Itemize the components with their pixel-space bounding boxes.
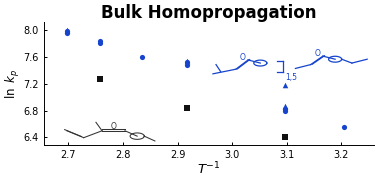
Text: O: O: [110, 122, 116, 131]
Point: [96, 77, 102, 80]
Point: [282, 83, 288, 86]
Point: [184, 63, 191, 66]
Point: [184, 106, 191, 109]
Point: [282, 107, 288, 110]
Text: O: O: [240, 53, 246, 62]
Point: [64, 30, 70, 32]
Point: [184, 61, 191, 64]
Point: [341, 126, 347, 129]
Point: [64, 28, 70, 31]
X-axis label: $T^{-1}$: $T^{-1}$: [197, 160, 221, 177]
Point: [64, 32, 70, 35]
Point: [282, 109, 288, 112]
Point: [184, 60, 191, 63]
Title: Bulk Homopropagation: Bulk Homopropagation: [101, 4, 317, 22]
Point: [96, 41, 102, 44]
Y-axis label: $\ln\ k_p$: $\ln\ k_p$: [4, 69, 22, 99]
Point: [282, 105, 288, 108]
Text: 1,5: 1,5: [285, 73, 297, 82]
Text: O: O: [314, 49, 321, 58]
Point: [96, 39, 102, 42]
Point: [282, 136, 288, 138]
Point: [139, 56, 145, 59]
